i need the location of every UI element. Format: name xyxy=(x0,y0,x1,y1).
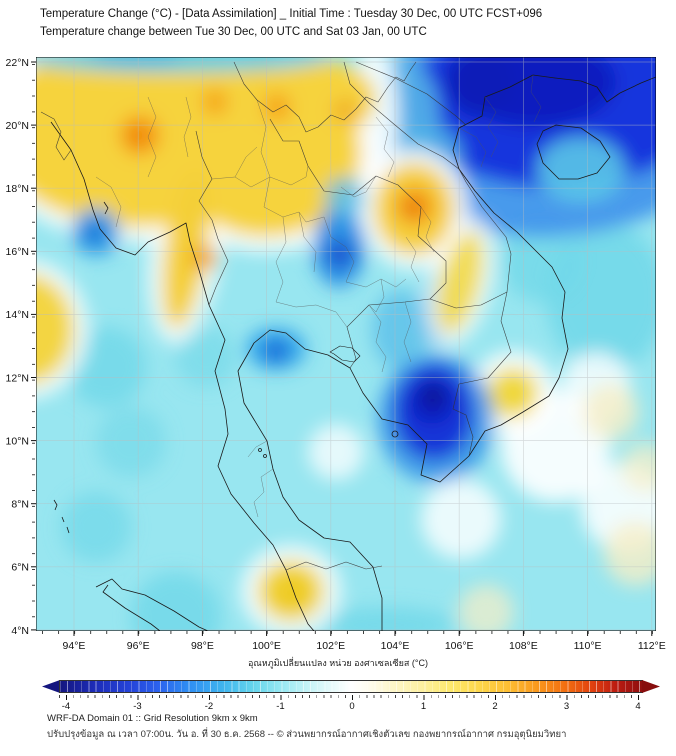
colorbar-min-arrow xyxy=(42,680,60,693)
colorbar-major-ticks xyxy=(65,695,640,700)
footer-domain-info: WRF-DA Domain 01 :: Grid Resolution 9km … xyxy=(47,713,258,724)
x-tick-label: 104°E xyxy=(381,640,410,652)
x-tick-label: 102°E xyxy=(316,640,345,652)
x-tick-label: 98°E xyxy=(191,640,214,652)
colorbar-tick-label: -2 xyxy=(204,701,214,712)
figure-title: Temperature Change (°C) - [Data Assimila… xyxy=(40,6,542,41)
colorbar-max-arrow xyxy=(642,680,660,693)
y-tick-label: 10°N xyxy=(6,436,29,448)
colorbar-title: อุณหภูมิเปลี่ยนแปลง หน่วย องศาเซลเซียส (… xyxy=(248,658,428,668)
x-axis xyxy=(42,631,656,636)
x-tick-labels: 94°E 96°E 98°E 100°E 102°E 104°E 106°E 1… xyxy=(63,640,666,652)
anomaly-field xyxy=(36,57,656,631)
y-tick-label: 12°N xyxy=(6,373,29,385)
country-borders xyxy=(40,61,512,571)
x-tick-label: 94°E xyxy=(63,640,86,652)
x-tick-label: 96°E xyxy=(127,640,150,652)
y-tick-label: 14°N xyxy=(6,309,29,321)
y-tick-label: 20°N xyxy=(6,120,29,132)
x-tick-label: 112°E xyxy=(638,640,666,652)
colorbar-tick-label: 1 xyxy=(420,701,427,712)
colorbar-gradient xyxy=(59,680,643,693)
graticule xyxy=(36,57,656,631)
colorbar-tick-label: 4 xyxy=(635,701,641,712)
map-area xyxy=(36,57,656,631)
colorbar xyxy=(42,680,660,693)
colorbar-tick-label: -3 xyxy=(133,701,142,712)
colorbar-tick-label: -1 xyxy=(276,701,285,712)
colorbar-tick-labels: -4 -3 -2 -1 0 1 2 3 4 xyxy=(0,701,676,713)
y-tick-label: 6°N xyxy=(11,562,29,574)
colorbar-tick-label: 2 xyxy=(492,701,498,712)
y-tick-label: 8°N xyxy=(11,499,29,511)
colorbar-tick-label: -4 xyxy=(61,701,71,712)
temperature-map-plot: 94°E 96°E 98°E 100°E 102°E 104°E 106°E 1… xyxy=(6,57,666,652)
y-tick-label: 4°N xyxy=(11,625,29,637)
y-tick-label: 18°N xyxy=(6,183,29,195)
footer-update-info: ปรับปรุงข้อมูล ณ เวลา 07:00น. วัน อ. ที่… xyxy=(47,729,567,740)
title-line-1: Temperature Change (°C) - [Data Assimila… xyxy=(40,8,543,20)
x-tick-label: 108°E xyxy=(509,640,538,652)
x-tick-label: 100°E xyxy=(252,640,281,652)
x-tick-label: 106°E xyxy=(445,640,474,652)
colorbar-tick-label: 3 xyxy=(563,701,570,712)
colorbar-tick-label: 0 xyxy=(349,701,355,712)
y-tick-label: 16°N xyxy=(6,246,29,258)
province-borders xyxy=(95,74,542,518)
y-axis xyxy=(31,61,36,631)
y-tick-label: 22°N xyxy=(6,57,29,69)
x-tick-label: 110°E xyxy=(574,640,602,652)
y-tick-labels: 22°N 20°N 18°N 16°N 14°N 12°N 10°N 8°N 6… xyxy=(6,57,29,637)
title-line-2: Temperature change between Tue 30 Dec, 0… xyxy=(40,25,427,38)
